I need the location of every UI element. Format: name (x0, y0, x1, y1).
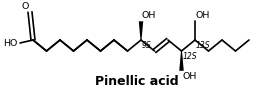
Polygon shape (179, 51, 184, 71)
Text: 9S: 9S (142, 41, 152, 50)
Text: OH: OH (183, 72, 197, 81)
Polygon shape (139, 21, 143, 40)
Text: O: O (22, 2, 29, 11)
Text: Pinellic acid: Pinellic acid (95, 75, 179, 88)
Text: OH: OH (142, 11, 156, 20)
Text: OH: OH (196, 11, 210, 20)
Text: HO: HO (3, 38, 17, 47)
Text: 13S: 13S (196, 41, 211, 50)
Text: 12S: 12S (183, 52, 197, 61)
